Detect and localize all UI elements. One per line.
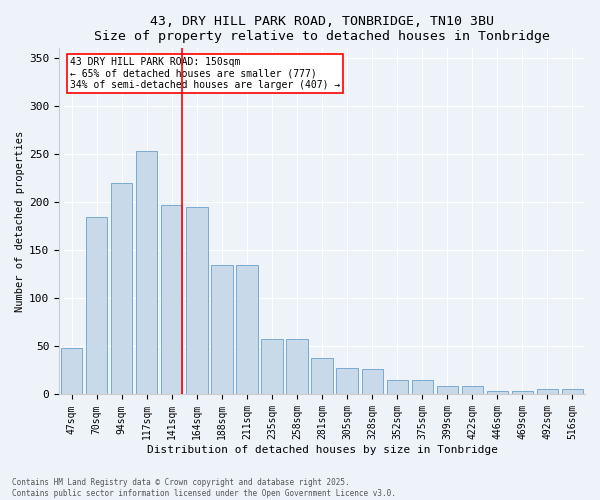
Bar: [461, 386, 483, 394]
Bar: [186, 207, 208, 394]
Bar: [61, 348, 82, 395]
Bar: [311, 358, 333, 395]
Bar: [537, 388, 558, 394]
Bar: [412, 380, 433, 394]
Bar: [512, 390, 533, 394]
Bar: [362, 368, 383, 394]
Bar: [236, 264, 257, 394]
Bar: [487, 390, 508, 394]
Text: Contains HM Land Registry data © Crown copyright and database right 2025.
Contai: Contains HM Land Registry data © Crown c…: [12, 478, 396, 498]
X-axis label: Distribution of detached houses by size in Tonbridge: Distribution of detached houses by size …: [146, 445, 497, 455]
Bar: [86, 216, 107, 394]
Bar: [337, 368, 358, 394]
Bar: [286, 338, 308, 394]
Bar: [386, 380, 408, 394]
Title: 43, DRY HILL PARK ROAD, TONBRIDGE, TN10 3BU
Size of property relative to detache: 43, DRY HILL PARK ROAD, TONBRIDGE, TN10 …: [94, 15, 550, 43]
Y-axis label: Number of detached properties: Number of detached properties: [15, 131, 25, 312]
Bar: [262, 338, 283, 394]
Text: 43 DRY HILL PARK ROAD: 150sqm
← 65% of detached houses are smaller (777)
34% of : 43 DRY HILL PARK ROAD: 150sqm ← 65% of d…: [70, 57, 340, 90]
Bar: [437, 386, 458, 394]
Bar: [161, 205, 182, 394]
Bar: [111, 183, 133, 394]
Bar: [562, 388, 583, 394]
Bar: [211, 264, 233, 394]
Bar: [136, 151, 157, 394]
